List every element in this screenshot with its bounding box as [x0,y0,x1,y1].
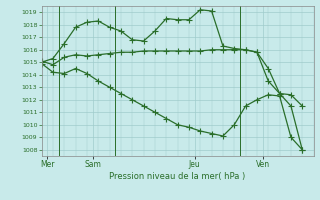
X-axis label: Pression niveau de la mer( hPa ): Pression niveau de la mer( hPa ) [109,172,246,181]
